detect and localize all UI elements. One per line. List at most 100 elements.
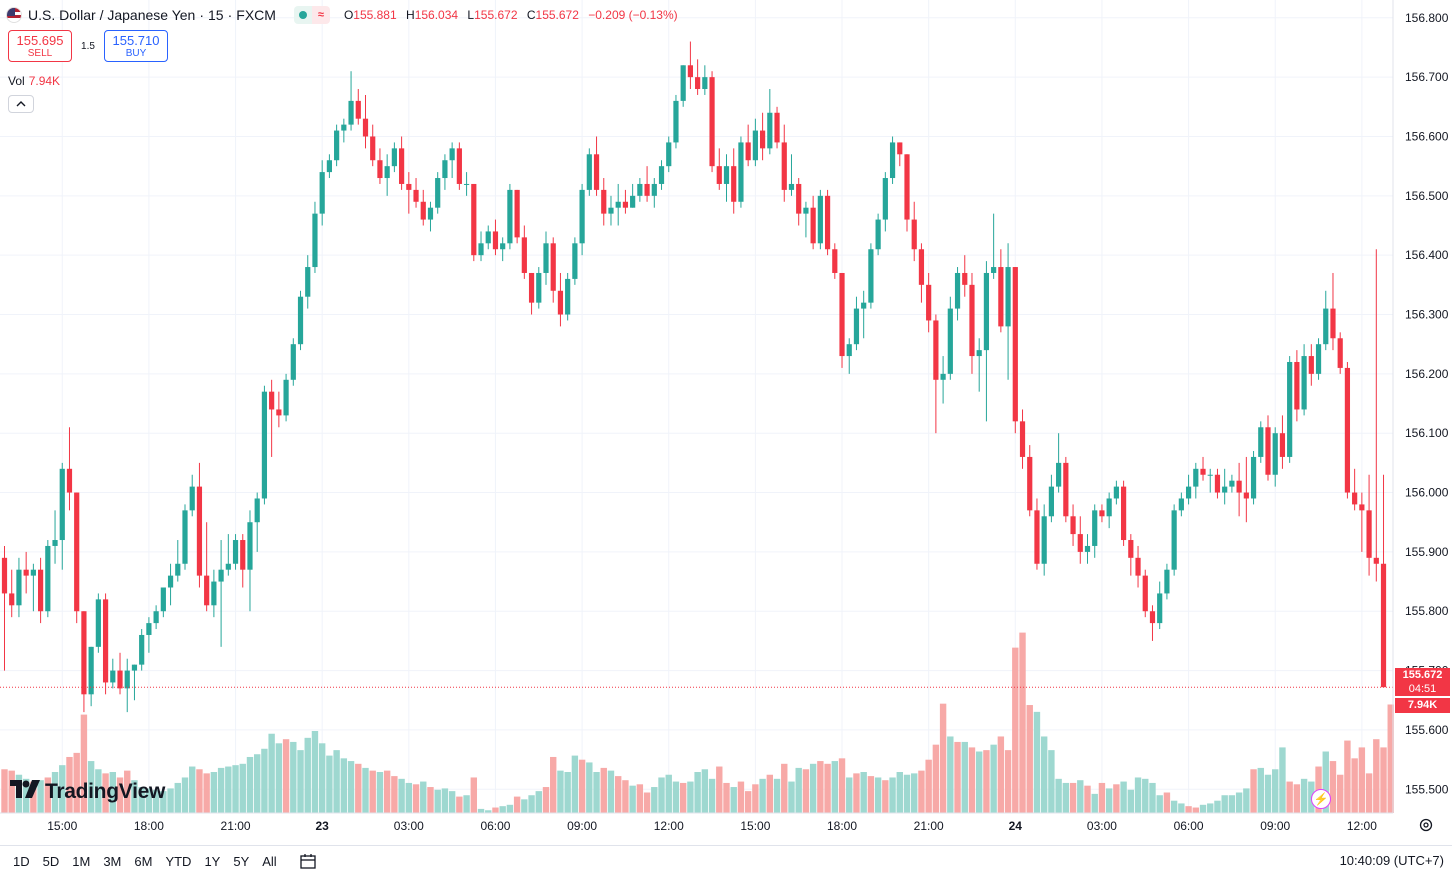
candle-body <box>1185 486 1192 499</box>
sell-button[interactable]: 155.695 SELL <box>8 30 72 62</box>
candle-body <box>760 130 766 149</box>
candle-body <box>261 391 268 499</box>
candle-body <box>463 183 470 185</box>
volume-bar <box>1134 777 1142 813</box>
symbol-name[interactable]: U.S. Dollar / Japanese Yen <box>28 7 196 23</box>
candle <box>442 154 448 190</box>
candle <box>1229 474 1235 493</box>
volume-bar <box>1062 782 1070 813</box>
candle-body <box>406 183 412 190</box>
volume-bar <box>1084 785 1091 813</box>
volume-bar <box>485 810 492 813</box>
calendar-icon[interactable] <box>300 853 318 869</box>
chevron-up-icon[interactable] <box>8 95 34 113</box>
candle-body <box>1012 267 1018 422</box>
volume-bar <box>513 796 521 813</box>
range-button-1y[interactable]: 1Y <box>204 853 221 869</box>
candle <box>536 267 542 309</box>
candle <box>839 272 845 368</box>
candle-body <box>334 130 340 161</box>
volume-bar <box>167 788 174 813</box>
interval[interactable]: 15 <box>208 7 224 23</box>
candle <box>615 183 621 226</box>
volume-bar <box>1040 736 1048 813</box>
candle-body <box>1106 498 1112 517</box>
candle <box>846 338 852 374</box>
range-button-5y[interactable]: 5Y <box>233 853 250 869</box>
candle <box>456 142 462 190</box>
volume-bar <box>405 782 413 813</box>
volume-bar <box>939 703 947 813</box>
candle-body <box>319 172 325 214</box>
volume-bar <box>1279 747 1286 813</box>
volume-bar <box>557 770 564 813</box>
volume-bar <box>138 787 145 813</box>
range-button-all[interactable]: All <box>262 853 277 869</box>
price-chart[interactable]: 156.800 156.700 156.600 156.500 156.400 156.3… <box>0 0 1452 845</box>
candle-body <box>102 599 109 683</box>
candle <box>738 136 744 208</box>
candle <box>695 59 701 95</box>
candle <box>1279 415 1286 469</box>
candle-body <box>59 468 65 541</box>
volume-bar <box>1012 647 1019 813</box>
wave-icon: ≈ <box>311 6 330 24</box>
candle-body <box>110 670 116 683</box>
candle-body <box>593 154 600 190</box>
volume-bar <box>708 778 716 813</box>
candle <box>1373 249 1379 582</box>
candle-body <box>1236 480 1242 493</box>
candle-body <box>557 290 564 315</box>
exchange[interactable]: FXCM <box>236 7 276 23</box>
flash-icon[interactable]: ⚡ <box>1311 789 1331 809</box>
volume-bar <box>66 756 73 813</box>
candle-body <box>341 124 347 131</box>
candle <box>254 492 260 552</box>
y-tick-label: 156.600 <box>1405 129 1449 143</box>
range-button-6m[interactable]: 6M <box>134 853 153 869</box>
y-tick-label: 156.800 <box>1405 11 1449 25</box>
market-status[interactable]: ≈ <box>293 6 330 24</box>
candle <box>702 65 708 95</box>
volume-bar <box>210 772 218 813</box>
x-tick-label: 15:00 <box>740 819 770 833</box>
range-button-ytd[interactable]: YTD <box>165 853 192 869</box>
candle-body <box>66 468 73 493</box>
volume-bar <box>1257 767 1264 813</box>
candle-body <box>391 148 397 167</box>
volume-bar <box>629 785 636 813</box>
candle-body <box>709 77 715 167</box>
candle <box>1077 516 1083 564</box>
us-flag-icon <box>6 7 22 23</box>
range-button-5d[interactable]: 5D <box>42 853 60 869</box>
y-tick-label: 156.100 <box>1405 426 1449 440</box>
candle <box>362 94 369 149</box>
range-button-3m[interactable]: 3M <box>103 853 122 869</box>
candle <box>622 189 629 214</box>
buy-button[interactable]: 155.710 BUY <box>104 30 168 62</box>
clock[interactable]: 10:40:09 (UTC+7) <box>1339 853 1444 868</box>
volume-bar <box>434 789 441 813</box>
candle-body <box>442 160 448 179</box>
last-volume-tag: 7.94K <box>1395 698 1450 713</box>
settings-icon[interactable] <box>1418 817 1434 833</box>
volume-bar <box>578 759 586 813</box>
candle <box>218 540 224 647</box>
volume-bar <box>1004 750 1012 813</box>
candle-body <box>817 195 823 244</box>
volume-bar <box>275 743 283 813</box>
tradingview-logo[interactable]: TradingView <box>10 780 165 804</box>
volume-bar <box>1286 781 1293 813</box>
range-button-1d[interactable]: 1D <box>13 853 30 869</box>
candle <box>1034 498 1040 570</box>
candle-body <box>297 296 304 345</box>
candle <box>1250 451 1257 505</box>
candle <box>1258 421 1264 463</box>
candle <box>204 522 210 612</box>
volume-bar <box>622 780 629 813</box>
volume-bar <box>976 751 983 813</box>
volume-bar <box>1300 778 1308 813</box>
volume-legend[interactable]: Vol 7.94K <box>8 74 60 88</box>
range-button-1m[interactable]: 1M <box>72 853 91 869</box>
candle-body <box>269 391 275 410</box>
